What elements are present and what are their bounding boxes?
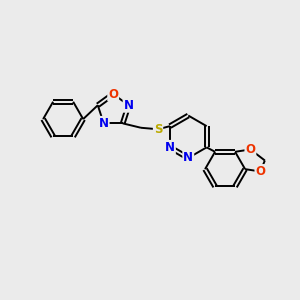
Text: O: O	[245, 143, 255, 156]
Text: N: N	[165, 141, 175, 154]
Text: O: O	[108, 88, 118, 100]
Text: N: N	[99, 117, 109, 130]
Text: S: S	[154, 123, 162, 136]
Text: N: N	[124, 99, 134, 112]
Text: O: O	[255, 165, 266, 178]
Text: N: N	[183, 152, 193, 164]
